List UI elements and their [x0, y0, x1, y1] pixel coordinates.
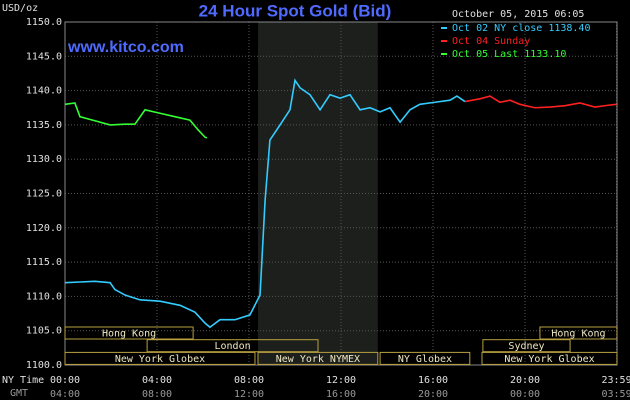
- watermark: www.kitco.com: [67, 39, 184, 56]
- y-axis-label: USD/oz: [2, 3, 38, 14]
- session-box: [481, 351, 618, 365]
- x2-tick-label: 08:00: [142, 389, 172, 400]
- session-label: NY Globex: [398, 354, 452, 365]
- x-tick-label: 00:00: [50, 375, 80, 386]
- x2-tick-label: 16:00: [326, 389, 356, 400]
- legend-label: Oct 02 NY close 1138.40: [452, 23, 590, 34]
- legend-label: Oct 04 Sunday: [452, 36, 530, 47]
- x2-tick-label: 12:00: [234, 389, 264, 400]
- session-label: Hong Kong: [102, 329, 156, 340]
- session-label: New York Globex: [115, 354, 205, 365]
- background-layer: [64, 21, 618, 366]
- y-tick-label: 1100.0: [26, 360, 62, 371]
- x2-tick-label: 00:00: [510, 389, 540, 400]
- x-tick-label: 20:00: [510, 375, 540, 386]
- x-tick-label: 16:00: [418, 375, 448, 386]
- y-tick-label: 1150.0: [26, 17, 62, 28]
- chart-title: 24 Hour Spot Gold (Bid): [199, 1, 392, 20]
- x2-tick-label: 20:00: [418, 389, 448, 400]
- y-tick-label: 1105.0: [26, 326, 62, 337]
- session-box: [379, 351, 471, 365]
- price-line: [64, 102, 208, 139]
- y-tick-label: 1145.0: [26, 51, 62, 62]
- session-box: [539, 326, 618, 340]
- x-row-label: GMT: [10, 388, 28, 399]
- session-box: [257, 351, 379, 365]
- x2-tick-label: 03:59: [601, 389, 630, 400]
- session-label: Sydney: [508, 341, 544, 352]
- x-tick-label: 04:00: [142, 375, 172, 386]
- y-tick-label: 1135.0: [26, 120, 62, 131]
- x-row-label: NY Time: [2, 375, 44, 386]
- y-tick-label: 1130.0: [26, 154, 62, 165]
- chart-subtitle: October 05, 2015 06:05: [452, 9, 584, 20]
- session-label: New York NYMEX: [276, 354, 360, 365]
- x-tick-label: 08:00: [234, 375, 264, 386]
- plot-frame: [64, 21, 618, 366]
- y-tick-label: 1110.0: [26, 291, 62, 302]
- x2-tick-label: 04:00: [50, 389, 80, 400]
- x-tick-label: 23:59: [601, 375, 630, 386]
- price-line: [64, 78, 466, 329]
- session-box: [482, 339, 571, 353]
- y-tick-label: 1120.0: [26, 223, 62, 234]
- price-line: [464, 95, 617, 109]
- legend-label: Oct 05 Last 1133.10: [452, 49, 566, 60]
- session-label: Hong Kong: [551, 329, 605, 340]
- y-tick-label: 1115.0: [26, 257, 62, 268]
- session-box: [64, 326, 194, 340]
- session-box: [64, 351, 256, 365]
- session-box: [146, 339, 319, 353]
- x-tick-label: 12:00: [326, 375, 356, 386]
- y-tick-label: 1140.0: [26, 86, 62, 97]
- session-label: London: [214, 341, 250, 352]
- session-label: New York Globex: [504, 354, 594, 365]
- y-tick-label: 1125.0: [26, 189, 62, 200]
